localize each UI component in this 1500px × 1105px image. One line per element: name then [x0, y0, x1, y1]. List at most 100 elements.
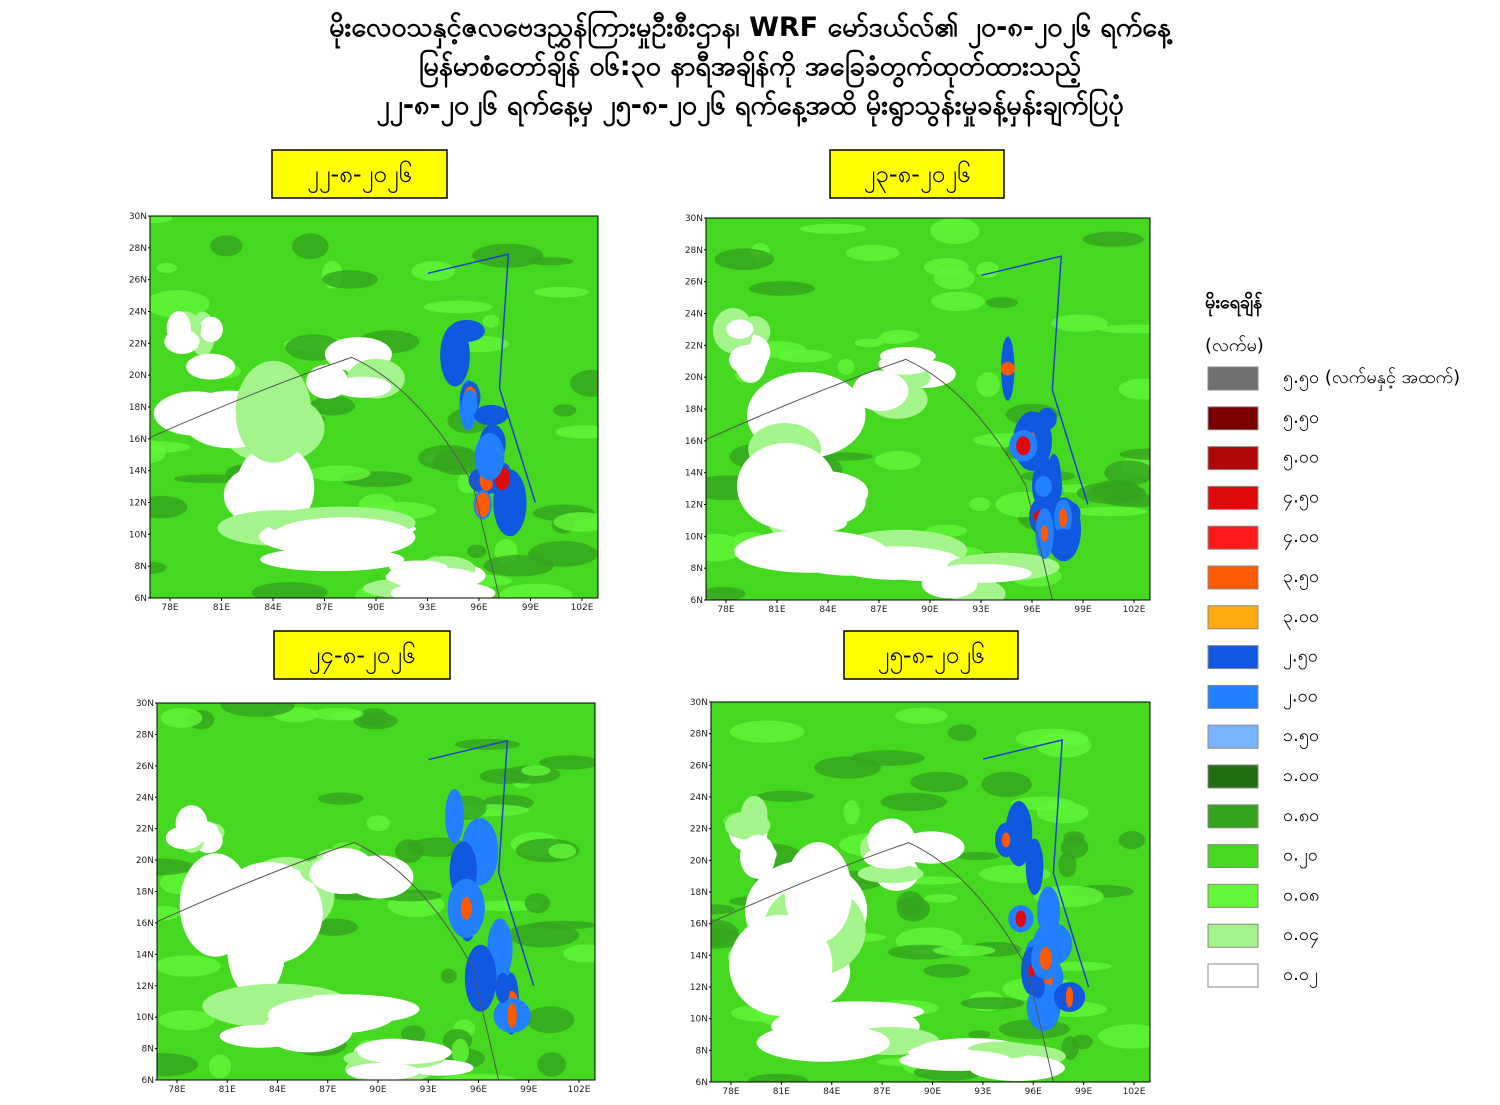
legend-swatch — [1207, 406, 1259, 431]
lon-tick-label: 87E — [316, 603, 333, 613]
lon-tick-label: 102E — [568, 1085, 591, 1095]
rain-area — [1037, 886, 1061, 937]
rain-area — [157, 905, 181, 921]
lat-tick-label: 14N — [690, 951, 708, 961]
rain-area — [474, 433, 505, 481]
rain-area — [173, 474, 244, 484]
lat-tick-label: 10N — [136, 1013, 154, 1023]
rain-area — [930, 291, 985, 312]
lon-tick-label: 78E — [168, 1085, 185, 1095]
border — [427, 253, 536, 503]
lat-tick-label: 16N — [685, 437, 703, 447]
rain-area — [706, 533, 744, 562]
rain-area — [553, 512, 598, 532]
lat-tick-label: 26N — [685, 278, 703, 288]
legend-label: ၂.၅၀ — [1283, 646, 1318, 670]
rain-area — [968, 1030, 991, 1039]
lon-tick-label: 93E — [972, 605, 989, 615]
legend-swatch — [1207, 485, 1259, 510]
lat-tick-label: 16N — [136, 919, 154, 929]
dry-area — [729, 344, 768, 375]
rain-area — [776, 349, 833, 363]
rain-area — [499, 583, 573, 598]
lat-tick-label: 22N — [690, 825, 708, 835]
lat-tick-label: 24N — [129, 308, 147, 318]
dry-area — [166, 310, 191, 347]
rain-area — [524, 893, 551, 914]
rain-area — [423, 300, 493, 314]
rain-area — [353, 712, 398, 730]
rain-area — [322, 270, 378, 289]
date-box — [273, 630, 451, 680]
rain-area — [548, 843, 577, 859]
rain-area — [1071, 1034, 1093, 1050]
lon-tick-label: 84E — [264, 603, 281, 613]
panel-date: ၂၄-၈-၂၀၂၆ — [309, 640, 416, 674]
lon-tick-label: 87E — [319, 1085, 336, 1095]
map-panel: 30N 28N 26N 24N 22N 20N 18N 16N 14N 12N 10N 8N 6N 78E… — [129, 212, 599, 613]
lat-tick-label: 28N — [690, 730, 708, 740]
rain-area — [1082, 231, 1144, 247]
map-field — [706, 218, 1150, 600]
lon-tick-label: 102E — [571, 603, 594, 613]
lat-tick-label: 28N — [685, 246, 703, 256]
lat-tick-label: 12N — [129, 499, 147, 509]
map-panel: 30N 28N 26N 24N 22N 20N 18N 16N 14N 12N 10N 8N 6N 78E… — [685, 214, 1151, 615]
rain-area — [366, 815, 391, 832]
rain-area — [923, 964, 971, 978]
rain-area — [896, 891, 925, 916]
legend-label: ၁.၅၀ — [1283, 725, 1319, 749]
rain-area — [1015, 728, 1089, 749]
rain-area — [933, 944, 996, 957]
dry-area — [199, 316, 223, 343]
rain-area — [933, 267, 975, 290]
rain-area — [947, 724, 977, 742]
legend-swatch — [1207, 764, 1259, 789]
rain-area — [1118, 378, 1150, 400]
rain-area — [150, 441, 191, 454]
rain-area — [461, 389, 478, 418]
rain-area — [1049, 528, 1079, 551]
rain-area — [507, 1003, 517, 1028]
lat-tick-label: 30N — [690, 698, 708, 708]
rain-area — [711, 904, 736, 915]
lat-tick-label: 28N — [129, 244, 147, 254]
lat-tick-label: 14N — [685, 469, 703, 479]
rain-area — [1036, 802, 1089, 824]
rain-area — [1001, 832, 1011, 848]
lon-tick-label: 96E — [470, 603, 487, 613]
rain-area — [955, 851, 1000, 861]
dry-area — [260, 547, 405, 572]
lon-tick-label: 81E — [773, 1087, 790, 1097]
lat-tick-label: 20N — [129, 371, 147, 381]
rain-area — [1034, 475, 1052, 497]
rain-area — [1058, 508, 1068, 528]
rain-area — [150, 290, 210, 318]
lon-tick-label: 90E — [921, 605, 938, 615]
rain-area — [552, 404, 577, 417]
dry-area — [776, 471, 869, 515]
lat-tick-label: 18N — [685, 405, 703, 415]
title-line: ၂၂-၈-၂၀၂၆ ရက်နေ့မှ ၂၅-၈-၂၀၂၆ ရက်နေ့အထိ မ… — [376, 88, 1123, 127]
lat-tick-label: 28N — [136, 730, 154, 740]
rain-area — [150, 216, 173, 224]
lon-tick-label: 87E — [870, 605, 887, 615]
rain-area — [570, 369, 598, 397]
date-box — [843, 630, 1019, 680]
panel-date: ၂၂-၈-၂၀၂၆ — [307, 159, 412, 193]
lat-tick-label: 6N — [691, 596, 703, 606]
legend-swatch — [1207, 804, 1259, 829]
legend-label: ၀.၀၄ — [1283, 924, 1319, 948]
legend-label: ၅.၅၀ (လက်မနှင့် အထက်) — [1283, 367, 1460, 391]
lat-tick-label: 8N — [135, 562, 147, 572]
lon-tick-label: 81E — [213, 603, 230, 613]
map-panel: 30N 28N 26N 24N 22N 20N 18N 16N 14N 12N 10N 8N 6N 78E… — [690, 698, 1151, 1097]
lat-tick-label: 16N — [690, 920, 708, 930]
rain-area — [538, 755, 595, 770]
rain-area — [1118, 831, 1146, 850]
rain-area — [555, 425, 598, 439]
rain-area — [895, 707, 948, 724]
legend-swatch — [1207, 525, 1259, 550]
legend-swatch — [1207, 446, 1259, 471]
